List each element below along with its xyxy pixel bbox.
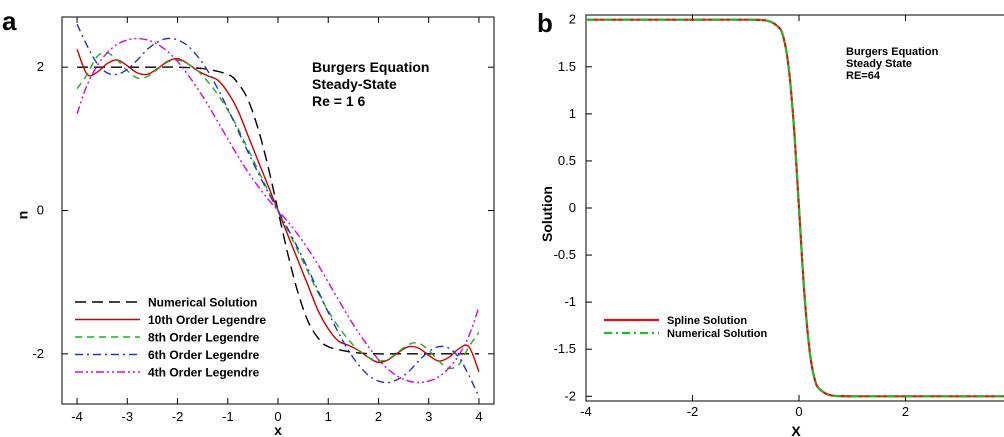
panel-b-annotation-line-1: Burgers Equation bbox=[846, 46, 939, 58]
x-tick-label: 1 bbox=[325, 409, 332, 424]
panel-a-legend: Numerical Solution 10th Order Legendre 8th… bbox=[75, 295, 266, 379]
panel-a-annotation-line-1: Burgers Equation bbox=[312, 59, 429, 75]
legend-label-6th-order-legendre: 6th Order Legendre bbox=[148, 348, 260, 362]
x-tick-label: 3 bbox=[425, 409, 432, 424]
series-line-8th-order-legendre bbox=[76, 51, 480, 370]
panel-a-ylabel: u bbox=[17, 211, 33, 220]
y-tick-label: -2 bbox=[564, 388, 576, 403]
y-tick-label: 0.5 bbox=[558, 153, 576, 168]
series-line-spline-solution bbox=[586, 18, 1004, 398]
panel-b-frame bbox=[585, 14, 1004, 402]
panel-b-xlabel: X bbox=[791, 423, 801, 437]
panel-b-ylabel: Solution bbox=[539, 186, 555, 242]
y-tick-label: -1.5 bbox=[554, 341, 576, 356]
series-line-4th-order-legendre bbox=[76, 37, 480, 384]
x-tick-label: -4 bbox=[580, 404, 592, 419]
panel-b-annotation: Burgers Equation Steady State RE=64 bbox=[846, 46, 939, 82]
x-tick-label: -2 bbox=[172, 409, 184, 424]
panel-a-series bbox=[76, 23, 480, 398]
panel-a: a -4 -3 -2 -1 0 1 2 3 4 -2 0 2 x u Burgers Equation… bbox=[2, 6, 495, 437]
y-tick-label: 2 bbox=[569, 12, 576, 27]
y-tick-label: 1 bbox=[569, 106, 576, 121]
x-tick-label: 4 bbox=[475, 409, 482, 424]
panel-b-letter: b bbox=[537, 8, 553, 38]
legend-label-numerical-solution: Numerical Solution bbox=[667, 328, 768, 340]
series-lines bbox=[76, 23, 480, 398]
panel-b-series bbox=[586, 18, 1004, 398]
panel-b-annotation-line-3: RE=64 bbox=[846, 70, 881, 82]
y-tick-label: 0 bbox=[37, 203, 44, 218]
y-tick-label: 0 bbox=[569, 200, 576, 215]
series-line-10th-order-legendre bbox=[76, 48, 480, 373]
x-tick-label: 2 bbox=[375, 409, 382, 424]
y-tick-label: -0.5 bbox=[554, 247, 576, 262]
legend-label-10th-order-legendre: 10th Order Legendre bbox=[148, 313, 266, 327]
panel-a-ticks: -4 -3 -2 -1 0 1 2 3 4 -2 0 2 bbox=[32, 17, 494, 424]
x-tick-label: 0 bbox=[274, 409, 281, 424]
y-tick-label: 1.5 bbox=[558, 59, 576, 74]
legend-label-8th-order-legendre: 8th Order Legendre bbox=[148, 330, 260, 344]
x-tick-label: -1 bbox=[222, 409, 234, 424]
legend-label-4th-order-legendre: 4th Order Legendre bbox=[148, 365, 260, 379]
y-tick-label: -1 bbox=[564, 294, 576, 309]
panel-a-annotation-line-2: Steady-State bbox=[312, 76, 397, 92]
x-tick-label: -2 bbox=[687, 404, 699, 419]
panel-b: b -4 -2 0 2 -2 -1.5 -1 -0.5 0 0.5 1 1.5 2 X Solution… bbox=[537, 8, 1004, 437]
legend-label-spline-solution: Spline Solution bbox=[667, 315, 747, 327]
panel-a-xlabel: x bbox=[274, 422, 282, 437]
y-tick-label: 2 bbox=[37, 59, 44, 74]
x-tick-label: 0 bbox=[795, 404, 802, 419]
x-tick-label: -3 bbox=[122, 409, 134, 424]
panel-b-annotation-line-2: Steady State bbox=[846, 58, 912, 70]
legend-label-numerical-solution: Numerical Solution bbox=[148, 295, 257, 309]
panel-b-ticks: -4 -2 0 2 -2 -1.5 -1 -0.5 0 0.5 1 1.5 2 bbox=[554, 12, 910, 419]
x-tick-label: 2 bbox=[902, 404, 909, 419]
panel-a-annotation: Burgers Equation Steady-State Re = 1 6 bbox=[312, 59, 429, 109]
series-lines bbox=[586, 18, 1004, 398]
y-tick-label: -2 bbox=[32, 346, 44, 361]
series-line-6th-order-legendre bbox=[76, 23, 480, 398]
panel-a-letter: a bbox=[2, 6, 17, 36]
x-tick-label: -4 bbox=[71, 409, 83, 424]
series-line-numerical-solution bbox=[586, 18, 1004, 398]
panel-a-annotation-line-3: Re = 1 6 bbox=[312, 93, 366, 109]
